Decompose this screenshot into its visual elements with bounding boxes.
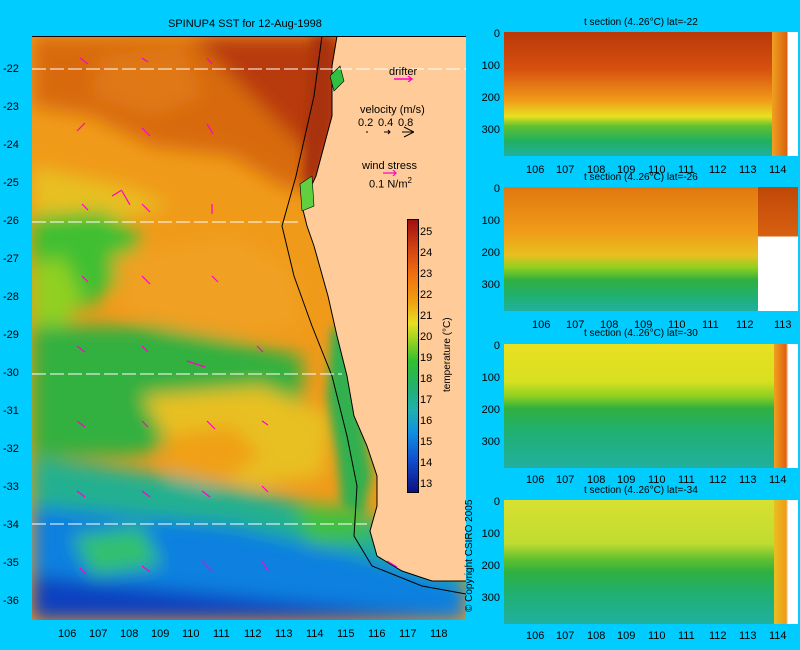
- colorbar-label: temperature (°C): [442, 317, 453, 392]
- map-frame: [32, 36, 466, 620]
- sst-map: [32, 36, 466, 620]
- velocity-scale-1: 0.2: [358, 117, 374, 129]
- colorbar: [407, 219, 419, 493]
- velocity-scale-3: 0.8: [398, 117, 414, 129]
- map-title: SPINUP4 SST for 12-Aug-1998: [168, 18, 322, 30]
- section-4-x-axis: 106 107 108 109 110 111 112 113 114: [526, 630, 787, 642]
- section-2-x-axis: 106 107 108 109 110 111 112 113: [532, 319, 792, 331]
- drifter-label: drifter: [389, 66, 418, 78]
- section-title-3: t section (4..26°C) lat=-30: [584, 328, 698, 339]
- wind-stress-scale: 0.1 N/m2: [369, 176, 412, 191]
- map-lat-axis: -22 -23 -24 -25 -26 -27 -28 -29 -30 -31 …: [3, 63, 19, 607]
- velocity-label: velocity (m/s): [360, 104, 425, 116]
- section-panel-4: [504, 500, 798, 624]
- section-1-land: [772, 32, 798, 156]
- section-title-4: t section (4..26°C) lat=-34: [584, 485, 698, 496]
- wind-arrow-icon: [382, 170, 400, 176]
- section-panel-1: [504, 32, 798, 156]
- section-1-x-axis: 106 107 108 109 110 111 112 113 114: [526, 164, 787, 176]
- wind-stress-label: wind stress: [362, 160, 418, 172]
- section-panel-3: [504, 344, 798, 468]
- section-title-1: t section (4..26°C) lat=-22: [584, 17, 698, 28]
- map-lon-axis: 106 107 108 109 110 111 112 113 114 115 …: [58, 628, 448, 640]
- section-title-2: t section (4..26°C) lat=-26: [584, 172, 698, 183]
- copyright-text: © Copyright CSIRO 2005: [464, 499, 475, 612]
- velocity-arrows-icon: [364, 126, 414, 138]
- drifter-arrow-icon: [392, 76, 418, 82]
- colorbar-ticks: 25 24 23 22 21 20 19 18 17 16 15 14 13: [420, 226, 433, 490]
- section-panel-2: [504, 187, 798, 311]
- velocity-scale-2: 0.4: [378, 117, 394, 129]
- section-3-x-axis: 106 107 108 109 110 111 112 113 114: [526, 474, 787, 486]
